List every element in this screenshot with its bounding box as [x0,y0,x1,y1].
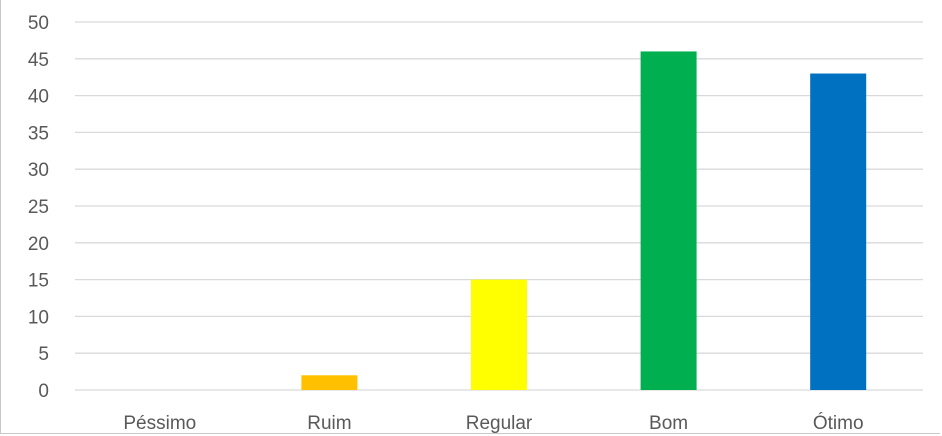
y-tick-label: 15 [28,271,49,292]
x-category-label: Regular [466,413,533,434]
x-category-label: Bom [649,413,688,434]
y-axis-tick-labels: 0 5 10 15 20 25 30 35 40 45 50 [28,13,49,402]
y-tick-label: 40 [28,87,49,108]
bars [301,51,867,391]
y-tick-label: 50 [28,13,49,34]
bar-1 [301,375,358,390]
y-tick-label: 35 [28,123,49,144]
y-tick-label: 0 [38,381,49,402]
bar-4 [810,73,867,391]
x-category-label: Péssimo [123,413,196,434]
x-category-label: Ótimo [813,412,864,434]
y-tick-label: 20 [28,234,49,255]
y-tick-label: 10 [28,307,49,328]
y-tick-label: 25 [28,197,49,218]
x-axis-category-labels: Péssimo Ruim Regular Bom Ótimo [123,412,863,434]
y-tick-label: 30 [28,160,49,181]
y-tick-label: 5 [38,344,49,365]
y-tick-label: 45 [28,50,49,71]
bar-2 [471,279,527,390]
gridlines [75,21,923,391]
bar-3 [640,51,697,390]
x-category-label: Ruim [307,413,351,434]
